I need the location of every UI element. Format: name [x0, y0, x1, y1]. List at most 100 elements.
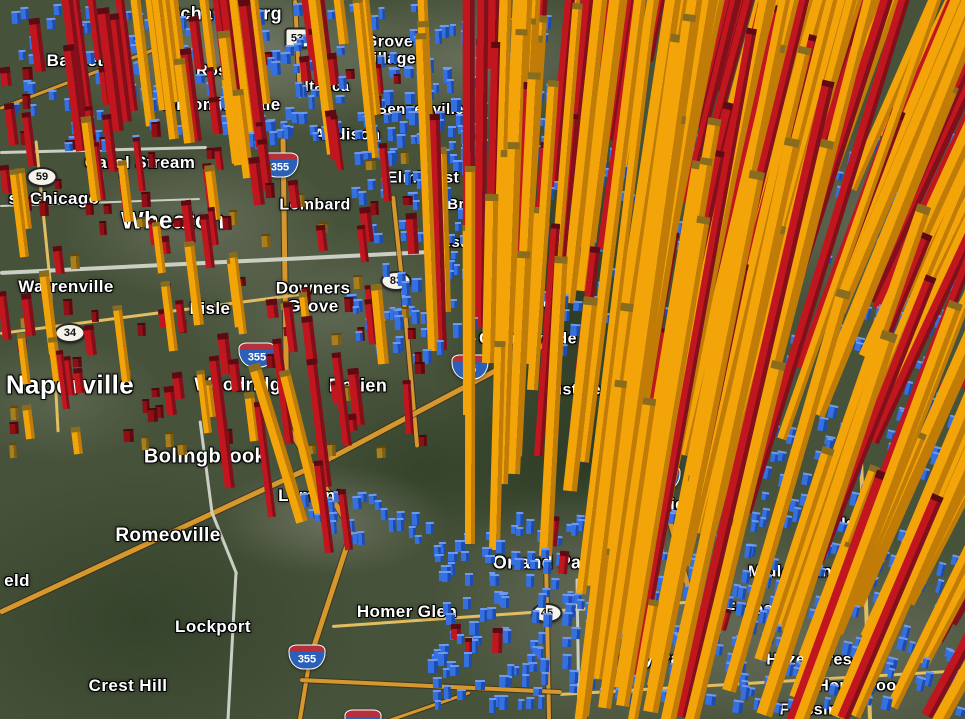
data-cube — [176, 442, 187, 455]
bar-top-cap — [9, 169, 20, 176]
bar-top-cap — [507, 141, 520, 149]
data-cube — [405, 92, 415, 105]
data-cube — [312, 131, 320, 141]
data-cube — [352, 305, 359, 315]
route-shield-partial — [344, 709, 382, 719]
data-cube — [293, 42, 303, 52]
data-cube — [484, 554, 495, 563]
bar-top-cap — [402, 380, 411, 385]
data-cube — [137, 322, 146, 336]
bar-top-cap — [516, 250, 530, 259]
data-cube — [140, 435, 149, 450]
bar-top-cap — [559, 550, 570, 557]
bar-top-cap — [80, 116, 92, 124]
bar-top-cap — [494, 341, 506, 348]
data-bar — [287, 179, 302, 210]
bar-top-cap — [301, 315, 313, 323]
data-cube — [376, 446, 387, 460]
data-cube — [71, 356, 82, 368]
data-cube — [450, 665, 460, 677]
data-cube — [354, 152, 365, 166]
bar-top-cap — [465, 638, 473, 643]
data-cube — [411, 277, 422, 293]
data-cube — [537, 694, 545, 709]
bar-top-cap — [163, 385, 175, 392]
data-cube — [404, 170, 412, 186]
bar-top-cap — [314, 459, 324, 466]
data-bar — [0, 290, 12, 341]
bar-top-cap — [746, 27, 758, 36]
bar-top-cap — [229, 252, 239, 258]
data-cube — [11, 11, 22, 25]
bar-top-cap — [315, 224, 326, 231]
bar-top-cap — [207, 206, 216, 212]
data-cube — [380, 507, 389, 520]
data-cube — [816, 416, 829, 433]
data-cube — [269, 130, 278, 145]
bar-top-cap — [553, 256, 568, 264]
bar-top-cap — [428, 114, 440, 121]
bar-top-cap — [228, 358, 239, 366]
data-cube — [400, 151, 410, 165]
data-cube — [562, 636, 572, 648]
data-cube — [434, 28, 443, 44]
data-cube — [879, 695, 893, 712]
data-cube — [464, 572, 473, 586]
data-cube — [522, 673, 530, 687]
bar-top-cap — [38, 269, 50, 277]
data-cube — [758, 516, 767, 528]
bar-top-cap — [21, 404, 31, 411]
data-cube — [351, 495, 362, 510]
data-bar — [213, 146, 224, 170]
data-cube — [21, 66, 33, 80]
bar-top-cap — [180, 199, 192, 207]
data-cube — [537, 593, 547, 609]
data-cube — [740, 569, 751, 583]
data-cube — [383, 112, 391, 124]
data-cube — [331, 332, 343, 346]
data-cube — [517, 698, 525, 711]
bar-top-cap — [173, 58, 186, 66]
data-cube — [432, 676, 443, 688]
data-cube — [353, 274, 364, 290]
data-bar — [405, 212, 419, 255]
data-cube — [527, 661, 538, 672]
data-bar — [73, 367, 86, 394]
data-cube — [526, 697, 535, 710]
data-bar — [183, 240, 204, 326]
data-cube — [442, 668, 449, 679]
data-cube — [62, 298, 73, 316]
bar-top-cap — [583, 296, 598, 306]
data-cube — [411, 512, 421, 526]
data-cube — [896, 635, 908, 651]
data-cube — [761, 491, 770, 501]
data-cube — [418, 434, 427, 447]
data-cube — [408, 111, 419, 126]
bar-top-cap — [82, 324, 94, 331]
bar-top-cap — [515, 28, 528, 36]
data-cube — [532, 609, 540, 624]
map-label: Lockport — [175, 617, 251, 637]
bar-top-cap — [298, 55, 310, 63]
data-cube — [64, 141, 73, 152]
bar-top-cap — [132, 137, 140, 142]
data-cube — [454, 263, 461, 276]
data-cube — [335, 94, 345, 104]
data-cube — [402, 195, 414, 206]
data-cube — [151, 388, 160, 398]
data-cube — [456, 633, 464, 644]
bar-top-cap — [196, 370, 205, 376]
data-cube — [388, 517, 396, 532]
data-cube — [452, 159, 462, 171]
data-bar — [16, 332, 32, 385]
data-cube — [9, 442, 18, 458]
data-cube — [550, 578, 559, 590]
bar-top-cap — [175, 300, 184, 306]
data-cube — [955, 706, 965, 718]
data-cube — [401, 295, 411, 306]
data-cube — [414, 361, 425, 375]
bar-top-cap — [648, 599, 660, 607]
data-bar — [112, 305, 132, 384]
data-cube — [136, 216, 146, 228]
data-cube — [401, 280, 410, 295]
